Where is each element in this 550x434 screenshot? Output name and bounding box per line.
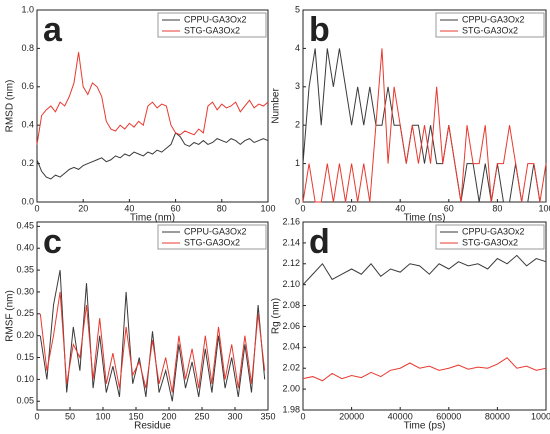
y-axis-label: Number [271,88,282,124]
y-tick-label: 1 [295,158,300,168]
x-tick-label: 20000 [339,411,364,421]
x-tick-label: 80 [217,203,227,213]
legend-label: STG-GA3Ox2 [462,25,518,35]
y-tick-label: 2.10 [282,279,300,289]
x-tick-label: 200 [161,411,176,421]
x-tick-label: 80000 [485,411,510,421]
legend-box [435,224,545,250]
data-line [36,132,269,180]
y-tick-label: 0.4 [21,120,34,130]
y-tick-label: 2.08 [282,300,300,310]
x-tick-label: 300 [227,411,242,421]
legend-label: STG-GA3Ox2 [184,25,240,35]
x-tick-label: 350 [260,411,275,421]
x-tick-label: 80 [492,203,502,213]
y-tick-label: 0.2 [21,158,34,168]
data-line [302,48,547,203]
y-tick-label: 0.30 [16,286,34,296]
x-tick-label: 0 [34,411,39,421]
data-line [302,357,547,382]
y-tick-label: 0 [295,196,300,206]
x-tick-label: 60 [171,203,181,213]
x-tick-label: 250 [194,411,209,421]
y-tick-label: 0.25 [16,308,34,318]
plot-frame [36,9,269,203]
x-tick-label: 0 [34,203,39,213]
y-tick-label: 0.15 [16,352,34,362]
y-axis-label: RMSD (nm) [5,80,16,133]
legend-label: STG-GA3Ox2 [462,237,518,247]
x-axis-label: Time (ns) [404,213,446,224]
legend-label: STG-GA3Ox2 [184,237,240,247]
legend-box [157,224,267,250]
y-tick-label: 3 [295,81,300,91]
y-tick-label: 2.14 [282,237,300,247]
data-line [302,254,547,286]
y-tick-label: 2 [295,120,300,130]
legend-box [157,12,267,38]
y-tick-label: 1.98 [282,404,300,414]
legend-box [435,12,545,38]
x-tick-label: 20 [78,203,88,213]
data-line [36,52,269,145]
plot-frame [36,221,269,411]
data-line [302,48,546,203]
plot-frame [302,9,547,203]
y-tick-label: 0.45 [16,221,34,231]
x-tick-label: 100 [538,203,550,213]
x-tick-label: 150 [128,411,143,421]
x-tick-label: 100000 [531,411,550,421]
x-tick-label: 50 [65,411,75,421]
x-tick-label: 60000 [436,411,461,421]
x-tick-label: 40 [395,203,405,213]
x-tick-label: 0 [300,411,305,421]
y-tick-label: 2.06 [282,321,300,331]
legend-label: CPPU-GA3Ox2 [184,14,247,24]
x-tick-label: 100 [260,203,275,213]
data-line [39,270,266,402]
y-tick-label: 0.20 [16,330,34,340]
x-axis-label: Time (ps) [404,421,446,432]
x-tick-label: 20 [347,203,357,213]
x-tick-label: 40 [124,203,134,213]
y-tick-label: 1.0 [21,4,34,14]
legend-label: CPPU-GA3Ox2 [462,226,525,236]
legend-label: CPPU-GA3Ox2 [462,14,525,24]
y-tick-label: 0.35 [16,264,34,274]
panel-label: c [43,223,62,261]
y-tick-label: 2.00 [282,383,300,393]
y-tick-label: 0.0 [21,196,34,206]
plot-frame [302,221,547,411]
data-line [39,291,266,393]
y-tick-label: 2.16 [282,216,300,226]
x-axis-label: Time (nm) [130,213,175,224]
x-tick-label: 40000 [388,411,413,421]
panel-label: d [309,223,330,261]
y-tick-label: 4 [295,43,300,53]
x-axis-label: Residue [134,421,171,432]
x-tick-label: 100 [95,411,110,421]
y-tick-label: 0.05 [16,396,34,406]
x-tick-label: 0 [300,203,305,213]
panel-label: a [43,11,63,49]
y-tick-label: 0.8 [21,43,34,53]
y-tick-label: 2.02 [282,363,300,373]
y-tick-label: 2.04 [282,342,300,352]
y-tick-label: 2.12 [282,258,300,268]
legend-label: CPPU-GA3Ox2 [184,226,247,236]
y-tick-label: 0.10 [16,374,34,384]
panel-label: b [309,11,330,49]
y-axis-label: Rg (nm) [271,298,282,334]
y-tick-label: 0.6 [21,81,34,91]
y-tick-label: 0.40 [16,243,34,253]
y-tick-label: 5 [295,4,300,14]
x-tick-label: 60 [444,203,454,213]
y-axis-label: RMSF (nm) [5,290,16,342]
